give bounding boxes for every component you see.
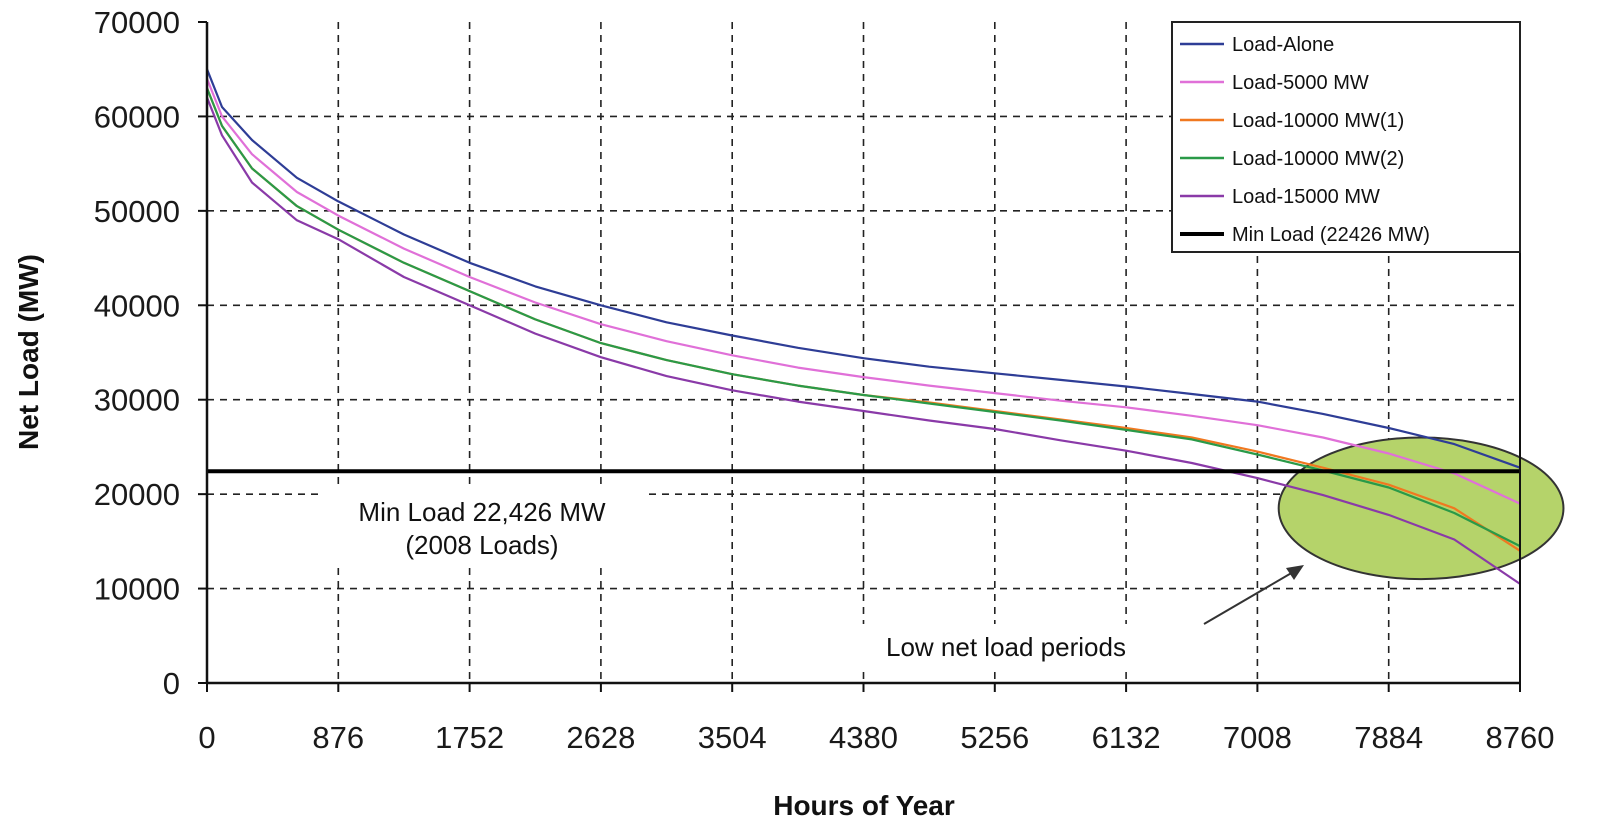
x-tick-label: 876 — [312, 720, 364, 755]
x-tick-label: 1752 — [435, 720, 504, 755]
legend: Load-Alone Load-5000 MW Load-10000 MW(1) Lo… — [1171, 21, 1521, 253]
series-line-load-5000-mw — [205, 78, 1521, 505]
series-line-load-10000-mw-2 — [205, 87, 1521, 548]
y-tick-label: 0 — [163, 666, 180, 701]
annotation-backdrop — [318, 490, 648, 564]
series-line-load-15000-mw — [205, 97, 1521, 585]
legend-label-load-alone: Load-Alone — [1232, 34, 1334, 56]
y-tick-label: 50000 — [94, 194, 180, 229]
annotation-arrow-head — [1286, 565, 1304, 580]
legend-label-load-5000-mw: Load-5000 MW — [1232, 72, 1369, 94]
low-net-load-annotation: Low net load periods — [886, 632, 1126, 662]
legend-label-load-10000-mw-1: Load-10000 MW(1) — [1232, 110, 1404, 132]
min-load-annotation-line-1: Min Load 22,426 MW — [358, 497, 606, 527]
min-load-annotation-line-2: (2008 Loads) — [405, 530, 558, 560]
x-tick-label: 3504 — [698, 720, 767, 755]
x-tick-label: 6132 — [1092, 720, 1161, 755]
annotation-backdrop — [826, 624, 1188, 666]
tick-labels: 0 876 1752 2628 3504 4380 5256 6132 7008 7884 8760… — [94, 5, 1555, 755]
y-tick-label: 40000 — [94, 288, 180, 323]
legend-box — [1171, 21, 1521, 253]
y-tick-label: 70000 — [94, 5, 180, 40]
y-axis-title: Net Load (MW) — [13, 254, 44, 450]
annotation-arrow-line — [1203, 567, 1301, 625]
y-tick-label: 30000 — [94, 383, 180, 418]
y-tick-label: 60000 — [94, 99, 180, 134]
x-tick-label: 2628 — [566, 720, 635, 755]
series-lines — [205, 68, 1521, 585]
x-tick-label: 0 — [198, 720, 215, 755]
y-tick-label: 10000 — [94, 572, 180, 607]
x-tick-label: 8760 — [1486, 720, 1555, 755]
y-tick-label: 20000 — [94, 477, 180, 512]
x-tick-label: 7008 — [1223, 720, 1292, 755]
series-line-load-alone — [205, 68, 1521, 469]
legend-label-load-10000-mw-2: Load-10000 MW(2) — [1232, 148, 1404, 170]
legend-label-min-load-22426-mw: Min Load (22426 MW) — [1232, 224, 1430, 246]
x-tick-label: 5256 — [960, 720, 1029, 755]
x-tick-label: 4380 — [829, 720, 898, 755]
x-axis-title: Hours of Year — [773, 790, 955, 821]
legend-label-load-15000-mw: Load-15000 MW — [1232, 186, 1380, 208]
annotations: Min Load 22,426 MW (2008 Loads) Low net … — [318, 490, 1304, 666]
x-tick-label: 7884 — [1354, 720, 1423, 755]
